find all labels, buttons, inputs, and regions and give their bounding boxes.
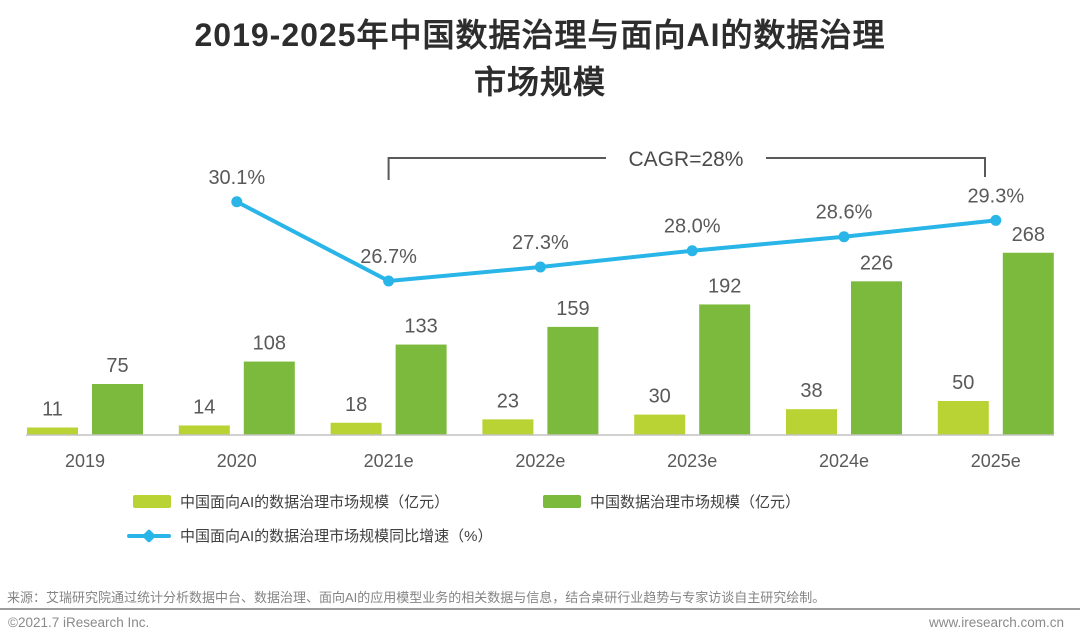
cagr-label: CAGR=28% (629, 148, 744, 171)
growth-point (990, 214, 1002, 226)
growth-label: 28.6% (816, 202, 873, 224)
growth-point (838, 231, 850, 243)
category-label: 2022e (515, 451, 565, 471)
growth-label: 29.3% (967, 185, 1024, 207)
bar-light (27, 427, 78, 435)
bar-light (634, 414, 686, 435)
category-label: 2023e (667, 451, 717, 471)
bar-dark-value-label: 226 (860, 252, 893, 274)
bar-dark-value-label: 268 (1012, 224, 1045, 246)
growth-label: 26.7% (360, 246, 417, 268)
growth-label: 28.0% (664, 216, 721, 238)
growth-point (383, 275, 395, 287)
bar-light (482, 419, 534, 435)
legend-item-ai-bar: 中国面向AI的数据治理市场规模（亿元） (133, 491, 449, 512)
footer-divider (0, 608, 1080, 610)
source-note: 来源：艾瑞研究院通过统计分析数据中台、数据治理、面向AI的应用模型业务的相关数据… (7, 590, 826, 605)
bar-dark (547, 326, 599, 435)
legend-line-diamond-icon (141, 528, 157, 544)
category-label: 2025e (971, 451, 1021, 471)
bar-dark-value-label: 108 (253, 333, 286, 355)
bar-light-value-label: 18 (345, 394, 367, 416)
market-size-chart: CAGR=28% 30.1% 26.7% 27.3% 28.0% 28.6% 29.3% 11… (26, 148, 1054, 471)
bar-light (330, 422, 382, 435)
growth-label: 30.1% (208, 167, 265, 189)
legend-label-ai-bar: 中国面向AI的数据治理市场规模（亿元） (180, 494, 450, 511)
bar-light-value-label: 23 (497, 390, 519, 412)
legend-item-growth-line: 中国面向AI的数据治理市场规模同比增速（%） (127, 525, 493, 546)
bar-dark (243, 361, 295, 435)
bar-light-value-label: 30 (649, 386, 671, 408)
website-link[interactable]: www.iresearch.com.cn (928, 615, 1064, 630)
bar-dark-value-label: 75 (106, 355, 128, 377)
bar-dark-value-label: 133 (404, 316, 437, 338)
legend-swatch-total-bar (543, 495, 581, 508)
bar-dark (851, 281, 902, 435)
legend-swatch-ai-bar (133, 495, 171, 508)
bar-light-value-label: 14 (193, 396, 215, 418)
category-label: 2024e (819, 451, 869, 471)
category-label: 2021e (364, 451, 414, 471)
page-title-line1: 2019-2025年中国数据治理与面向AI的数据治理 (194, 17, 886, 53)
legend-label-total-bar: 中国数据治理市场规模（亿元） (590, 494, 801, 511)
growth-point (231, 196, 243, 208)
growth-label: 27.3% (512, 232, 569, 254)
category-label: 2019 (65, 451, 105, 471)
page-title: 2019-2025年中国数据治理与面向AI的数据治理 市场规模 (0, 12, 1080, 106)
page-title-line2: 市场规模 (473, 64, 606, 100)
bar-light-value-label: 38 (800, 380, 822, 402)
bar-light (937, 401, 989, 435)
growth-point (686, 245, 698, 257)
bar-dark-value-label: 159 (556, 298, 589, 320)
bar-dark (395, 344, 447, 435)
legend-swatch-growth-line (127, 528, 171, 544)
bar-light (786, 409, 837, 435)
bar-light-value-label: 11 (42, 399, 63, 421)
category-label: 2020 (217, 451, 257, 471)
bar-dark (92, 384, 143, 435)
copyright-text: ©2021.7 iResearch Inc. (8, 615, 150, 630)
growth-line (235, 200, 997, 283)
legend-label-growth-line: 中国面向AI的数据治理市场规模同比增速（%） (180, 528, 493, 545)
bar-light-value-label: 50 (952, 372, 974, 394)
bar-dark (1002, 252, 1054, 435)
cagr-bracket (387, 157, 986, 180)
bar-dark-value-label: 192 (708, 275, 741, 297)
bar-light (178, 425, 230, 435)
bar-dark (699, 304, 751, 435)
legend-item-total-bar: 中国数据治理市场规模（亿元） (543, 491, 800, 512)
growth-point (534, 261, 546, 273)
